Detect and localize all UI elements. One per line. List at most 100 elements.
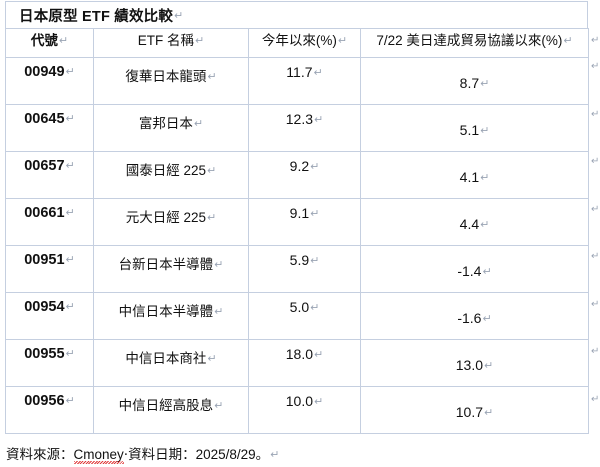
value-name: 復華日本龍頭 — [125, 69, 207, 84]
cell-name: 復華日本龍頭↵ — [93, 57, 249, 105]
source-prefix-label: 資料來源： — [6, 447, 74, 462]
paragraph-mark-icon: ↵ — [313, 67, 323, 79]
cell-name: 台新日本半導體↵ — [93, 245, 249, 293]
header-row: 代號↵ ETF 名稱↵ 今年以來(%)↵ 7/22 美日達成貿易協議以來(%)↵ — [5, 28, 589, 58]
header-cell-since-deal: 7/22 美日達成貿易協議以來(%)↵ — [360, 28, 589, 58]
source-name: Cmoney — [73, 447, 125, 464]
paragraph-mark-icon: ↵ — [193, 118, 204, 130]
paragraph-mark-icon: ↵ — [214, 259, 224, 271]
cell-since-deal: 10.7↵ — [360, 386, 589, 434]
header-label-since-deal: 7/22 美日達成貿易協議以來(%) — [376, 33, 563, 48]
value-since-deal: 13.0 — [455, 357, 484, 373]
value-code: 00955 — [24, 346, 65, 362]
cell-ytd: 5.9↵ — [248, 245, 361, 293]
cell-since-deal: 5.1↵ — [360, 104, 589, 152]
paragraph-mark-icon: ↵ — [314, 396, 324, 408]
value-code: 00951 — [24, 252, 65, 268]
cell-since-deal: -1.4↵ — [360, 245, 589, 293]
value-since-deal: -1.6 — [457, 310, 482, 326]
value-since-deal: -1.4 — [457, 263, 482, 279]
paragraph-mark-icon: ↵ — [207, 165, 217, 177]
paragraph-mark-icon: ↵ — [214, 400, 224, 412]
value-code: 00661 — [24, 205, 65, 221]
value-name: 中信日本商社 — [125, 351, 207, 366]
value-ytd: 5.0 — [289, 299, 310, 315]
cell-code: 00951↵ — [5, 245, 94, 293]
paragraph-mark-icon: ↵ — [563, 35, 573, 47]
value-name: 富邦日本 — [138, 116, 193, 131]
paragraph-mark-icon: ↵ — [484, 360, 494, 372]
paragraph-mark-icon: ↵ — [591, 156, 600, 167]
value-code: 00657 — [24, 158, 65, 174]
cell-since-deal: 8.7↵ — [360, 57, 589, 105]
value-code: 00956 — [24, 393, 65, 409]
paragraph-mark-icon: ↵ — [591, 61, 600, 72]
header-label-name: ETF 名稱 — [137, 33, 195, 48]
table-row: 00645↵ 富邦日本↵ 12.3↵ 5.1↵ — [5, 104, 589, 152]
table-row: 00955↵ 中信日本商社↵ 18.0↵ 13.0↵ — [5, 339, 589, 387]
paragraph-mark-icon: ↵ — [65, 254, 75, 266]
header-cell-ytd: 今年以來(%)↵ — [248, 28, 361, 58]
cell-since-deal: 4.1↵ — [360, 151, 589, 199]
paragraph-mark-icon: ↵ — [310, 255, 320, 267]
source-period: 。 — [255, 447, 270, 462]
table-row: 00951↵ 台新日本半導體↵ 5.9↵ -1.4↵ — [5, 245, 589, 293]
table-header: 代號↵ ETF 名稱↵ 今年以來(%)↵ 7/22 美日達成貿易協議以來(%)↵ — [5, 28, 589, 58]
cell-code: 00954↵ — [5, 292, 94, 340]
paragraph-mark-icon: ↵ — [480, 125, 490, 137]
table-row: 00949↵ 復華日本龍頭↵ 11.7↵ 8.7↵ — [5, 57, 589, 105]
cell-since-deal: 13.0↵ — [360, 339, 589, 387]
cell-code: 00657↵ — [5, 151, 94, 199]
paragraph-mark-icon: ↵ — [591, 346, 600, 357]
paragraph-mark-icon: ↵ — [195, 35, 205, 47]
cell-name: 富邦日本↵ — [93, 104, 249, 152]
paragraph-mark-icon: ↵ — [591, 35, 600, 46]
table-title-row: 日本原型 ETF 績效比較 ↵ — [5, 1, 588, 28]
value-ytd: 9.2 — [289, 158, 310, 174]
table-body: 00949↵ 復華日本龍頭↵ 11.7↵ 8.7↵ 00645↵ 富邦日本↵ 1… — [5, 57, 589, 434]
cell-code: 00956↵ — [5, 386, 94, 434]
cell-code: 00955↵ — [5, 339, 94, 387]
cell-ytd: 9.1↵ — [248, 198, 361, 246]
paragraph-mark-icon: ↵ — [484, 407, 494, 419]
paragraph-mark-icon: ↵ — [310, 302, 320, 314]
value-since-deal: 8.7 — [459, 75, 480, 91]
header-label-code: 代號 — [30, 33, 58, 48]
paragraph-mark-icon: ↵ — [65, 160, 75, 172]
paragraph-mark-icon: ↵ — [314, 349, 324, 361]
paragraph-mark-icon: ↵ — [270, 449, 280, 461]
table-row: 00954↵ 中信日本半導體↵ 5.0↵ -1.6↵ — [5, 292, 589, 340]
header-cell-name: ETF 名稱↵ — [93, 28, 249, 58]
paragraph-mark-icon: ↵ — [591, 204, 600, 215]
table-row: 00661↵ 元大日經 225↵ 9.1↵ 4.4↵ — [5, 198, 589, 246]
paragraph-mark-icon: ↵ — [310, 161, 320, 173]
value-code: 00645 — [24, 111, 65, 127]
paragraph-mark-icon: ↵ — [174, 9, 184, 22]
cell-code: 00949↵ — [5, 57, 94, 105]
cell-ytd: 10.0↵ — [248, 386, 361, 434]
source-separator: ‧ — [123, 447, 129, 462]
paragraph-mark-icon: ↵ — [591, 251, 600, 262]
cell-name: 中信日本半導體↵ — [93, 292, 249, 340]
cell-code: 00661↵ — [5, 198, 94, 246]
data-date-value: 2025/8/29 — [195, 447, 256, 462]
paragraph-mark-icon: ↵ — [65, 207, 75, 219]
paragraph-mark-icon: ↵ — [65, 348, 75, 360]
paragraph-mark-icon: ↵ — [214, 306, 224, 318]
value-since-deal: 5.1 — [459, 122, 480, 138]
paragraph-mark-icon: ↵ — [480, 172, 490, 184]
value-name: 中信日本半導體 — [118, 304, 214, 319]
paragraph-mark-icon: ↵ — [58, 35, 69, 47]
paragraph-mark-icon: ↵ — [310, 208, 320, 220]
table-row: 00956↵ 中信日經高股息↵ 10.0↵ 10.7↵ — [5, 386, 589, 434]
paragraph-mark-icon: ↵ — [65, 395, 75, 407]
paragraph-mark-icon: ↵ — [482, 266, 492, 278]
source-footer: 資料來源：Cmoney‧資料日期：2025/8/29。↵ — [6, 443, 280, 464]
value-ytd: 18.0 — [285, 346, 314, 362]
paragraph-mark-icon: ↵ — [207, 212, 217, 224]
paragraph-mark-icon: ↵ — [591, 394, 600, 405]
paragraph-mark-icon: ↵ — [65, 301, 75, 313]
value-name: 中信日經高股息 — [118, 398, 214, 413]
paragraph-mark-icon: ↵ — [591, 299, 600, 310]
